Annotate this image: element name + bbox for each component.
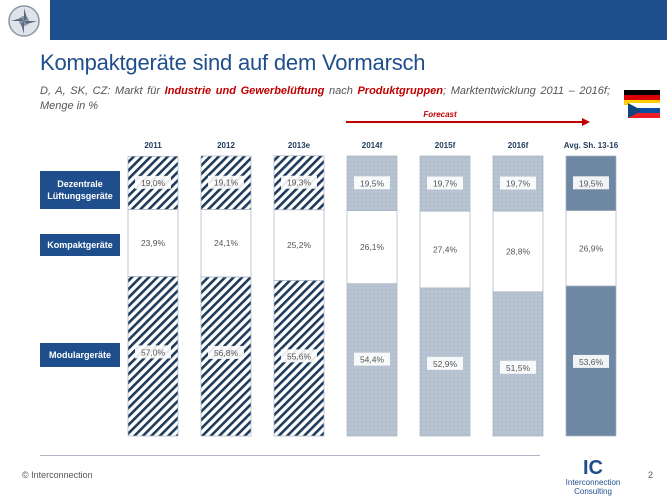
interconnection-logo: IC Interconnection Consulting bbox=[558, 458, 628, 496]
brand-tagline: Consulting bbox=[574, 487, 612, 496]
bar-segment bbox=[346, 210, 398, 285]
copyright-text: © Interconnection bbox=[22, 470, 93, 480]
data-label-bg bbox=[208, 175, 244, 189]
subtitle-text: nach bbox=[324, 85, 358, 97]
data-label: 26,1% bbox=[360, 242, 385, 252]
data-label: 28,8% bbox=[506, 246, 531, 256]
data-label: 24,1% bbox=[214, 238, 239, 248]
forecast-label: Forecast bbox=[423, 110, 457, 119]
row-label-kompakt: Kompaktgeräte bbox=[40, 234, 120, 256]
data-label: 19,1% bbox=[214, 178, 239, 188]
footer-divider bbox=[40, 455, 540, 456]
data-label: 19,7% bbox=[433, 179, 458, 189]
data-label: 52,9% bbox=[433, 359, 458, 369]
data-label-bg bbox=[573, 354, 609, 368]
data-label-bg bbox=[500, 176, 536, 190]
data-label-bg bbox=[573, 176, 609, 190]
data-label: 19,7% bbox=[506, 179, 531, 189]
category-label: 2014f bbox=[362, 141, 383, 150]
data-label-bg bbox=[500, 360, 536, 374]
forecast-arrow-icon bbox=[346, 118, 590, 126]
data-label-bg bbox=[135, 345, 171, 359]
data-label: 51,5% bbox=[506, 363, 531, 373]
data-label: 19,3% bbox=[287, 178, 312, 188]
data-label: 53,6% bbox=[579, 357, 604, 367]
category-label: 2016f bbox=[508, 141, 529, 150]
subtitle-text: D, A, SK, CZ: Markt für bbox=[40, 85, 165, 97]
data-label-bg bbox=[354, 352, 390, 366]
subtitle-highlight: Industrie und Gewerbelüftung bbox=[164, 85, 325, 97]
data-label: 19,5% bbox=[360, 178, 385, 188]
data-label: 55,6% bbox=[287, 351, 312, 361]
category-label: 2012 bbox=[217, 141, 235, 150]
category-label: Avg. Sh. 13-16 bbox=[564, 141, 619, 150]
data-label: 54,4% bbox=[360, 355, 385, 365]
data-label-bg bbox=[135, 175, 171, 189]
data-label-bg bbox=[281, 175, 317, 189]
data-label-bg bbox=[281, 349, 317, 363]
data-label: 56,8% bbox=[214, 348, 239, 358]
page-number: 2 bbox=[648, 470, 654, 480]
bar-segment bbox=[565, 210, 617, 287]
data-label: 57,0% bbox=[141, 347, 166, 357]
row-label-dezentrale: Dezentrale Lüftungsgeräte bbox=[40, 171, 120, 209]
slide-title: Kompaktgeräte sind auf dem Vormarsch bbox=[40, 50, 426, 75]
data-label: 19,5% bbox=[579, 178, 604, 188]
data-label-bg bbox=[208, 345, 244, 359]
data-label: 23,9% bbox=[141, 238, 166, 248]
bar-segment bbox=[200, 209, 252, 278]
subtitle-text: ; Marktentwicklung 2011 – 2016f; Menge i… bbox=[40, 85, 611, 112]
country-flags-icon bbox=[624, 90, 660, 122]
subtitle-highlight: Produktgruppen bbox=[357, 85, 444, 97]
brand-mark: IC bbox=[583, 457, 603, 479]
company-logo bbox=[0, 0, 50, 44]
brand-name: Interconnection bbox=[565, 478, 621, 487]
slide-subtitle: D, A, SK, CZ: Markt für Industrie und Ge… bbox=[40, 84, 610, 114]
data-label: 25,2% bbox=[287, 240, 312, 250]
data-label-bg bbox=[427, 356, 463, 370]
data-label: 27,4% bbox=[433, 245, 458, 255]
category-label: 2013e bbox=[288, 141, 311, 150]
data-label: 19,0% bbox=[141, 178, 166, 188]
category-label: 2011 bbox=[144, 141, 162, 150]
data-label-bg bbox=[427, 176, 463, 190]
header-bar bbox=[0, 0, 667, 40]
row-label-modular: Modulargeräte bbox=[40, 343, 120, 367]
bar-segment bbox=[273, 209, 325, 281]
data-label-bg bbox=[354, 176, 390, 190]
category-label: 2015f bbox=[435, 141, 456, 150]
data-label: 26,9% bbox=[579, 243, 604, 253]
bar-segment bbox=[419, 210, 471, 289]
